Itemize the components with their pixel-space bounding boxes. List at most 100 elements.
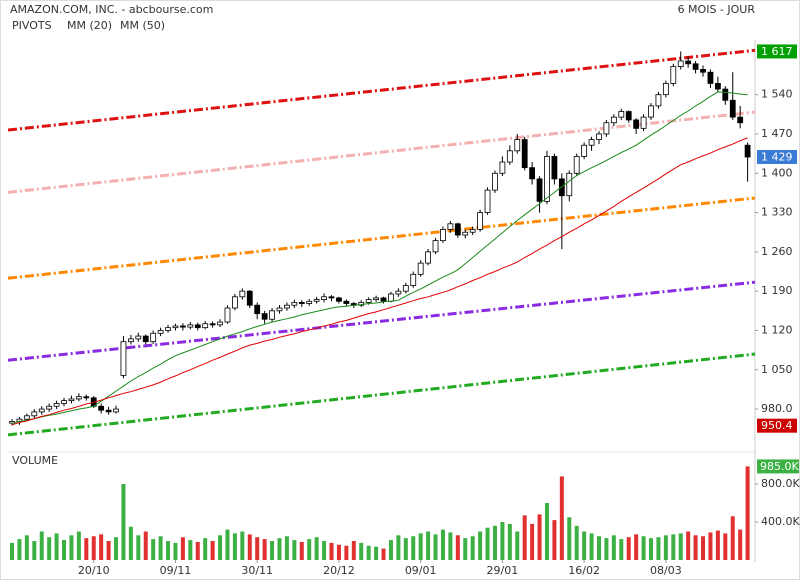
volume-bar	[671, 534, 676, 560]
volume-bar	[284, 536, 289, 560]
x-tick-label: 30/11	[241, 564, 273, 577]
volume-bar	[634, 534, 639, 560]
volume-bar	[656, 537, 661, 560]
volume-bar	[173, 542, 178, 560]
volume-bar	[649, 538, 654, 560]
volume-bar	[574, 525, 579, 560]
volume-bar	[232, 533, 237, 560]
volume-bar	[336, 544, 341, 560]
volume-bar	[485, 527, 490, 560]
candle-body	[447, 223, 454, 230]
candle-body	[514, 139, 521, 152]
candle-body	[618, 111, 625, 118]
y-tick-label: 1 190	[761, 284, 793, 297]
candle-body	[729, 99, 736, 118]
candle-body	[269, 310, 275, 320]
volume-bar	[136, 535, 141, 560]
candle-body	[677, 60, 684, 67]
candle-body	[232, 296, 238, 309]
volume-bar	[262, 539, 267, 560]
candle-body	[165, 327, 171, 331]
candle-body	[254, 304, 261, 315]
volume-bar	[351, 541, 356, 560]
volume-bar	[151, 539, 156, 560]
y-tick-label: 1 050	[761, 363, 793, 376]
volume-bar	[307, 539, 312, 560]
candle-body	[113, 408, 119, 413]
volume-bar	[552, 520, 557, 560]
volume-bar	[693, 535, 698, 560]
volume-bar	[128, 526, 133, 560]
volume-bar	[411, 536, 416, 560]
volume-bar	[24, 535, 29, 560]
candle-body	[150, 332, 157, 343]
volume-bar	[322, 541, 327, 560]
volume-marker-label: 985.0K	[760, 460, 799, 473]
volume-bar	[567, 517, 572, 560]
candle-body	[23, 415, 30, 420]
volume-bar	[663, 535, 668, 560]
volume-bar	[106, 541, 111, 560]
volume-bar	[507, 523, 512, 560]
volume-bar	[619, 539, 624, 560]
candle-body	[685, 60, 692, 65]
volume-bar	[537, 514, 542, 560]
volume-bar	[32, 541, 37, 560]
volume-bar	[589, 533, 594, 560]
y-tick-label: 1 120	[761, 323, 793, 336]
candle-body	[120, 341, 127, 376]
volume-bar	[426, 531, 431, 560]
x-tick-label: 09/11	[160, 564, 192, 577]
candle-body	[31, 411, 38, 417]
volume-bar	[626, 537, 631, 560]
price-marker-label: 1 617	[761, 45, 793, 58]
volume-bar	[299, 541, 304, 560]
volume-bar	[448, 532, 453, 560]
candle-body	[581, 144, 588, 157]
volume-bar	[69, 535, 74, 560]
candle-body	[648, 105, 654, 118]
volume-bar	[270, 541, 275, 560]
volume-bar	[91, 536, 96, 560]
candle-body	[469, 229, 476, 233]
volume-bar	[433, 534, 438, 560]
volume-bar	[84, 538, 89, 560]
candle-body	[410, 273, 417, 286]
candle-body	[536, 178, 543, 202]
candle-body	[425, 251, 431, 264]
candle-body	[98, 405, 105, 411]
candle-body	[105, 409, 112, 413]
volume-bar	[114, 537, 119, 560]
pivot-line	[7, 280, 756, 362]
price-marker	[757, 418, 797, 433]
candle-body	[46, 405, 53, 410]
price-marker	[757, 149, 797, 164]
pivot-line	[7, 352, 756, 437]
candle-body	[172, 325, 179, 329]
volume-bar	[195, 541, 200, 560]
candle-body	[440, 229, 446, 242]
volume-bar	[292, 540, 297, 560]
volume-bar	[515, 531, 520, 560]
candle-body	[61, 400, 67, 404]
candle-body	[284, 304, 290, 309]
candle-body	[655, 94, 662, 107]
volume-bar	[470, 536, 475, 560]
volume-bar	[359, 542, 364, 560]
volume-bar	[455, 535, 460, 560]
volume-bar	[492, 525, 497, 560]
candle-body	[224, 307, 231, 323]
volume-bar	[582, 531, 587, 560]
volume-bar	[366, 545, 371, 560]
volume-bar	[17, 539, 22, 560]
candle-body	[328, 296, 335, 299]
candle-body	[127, 338, 134, 343]
candle-body	[625, 111, 632, 121]
candle-body	[521, 139, 528, 169]
volume-bar	[62, 540, 67, 560]
volume-bar	[121, 484, 126, 560]
volume-bar	[210, 541, 215, 560]
candle-body	[83, 396, 90, 399]
volume-bar	[344, 545, 349, 560]
volume-bar	[745, 466, 750, 560]
